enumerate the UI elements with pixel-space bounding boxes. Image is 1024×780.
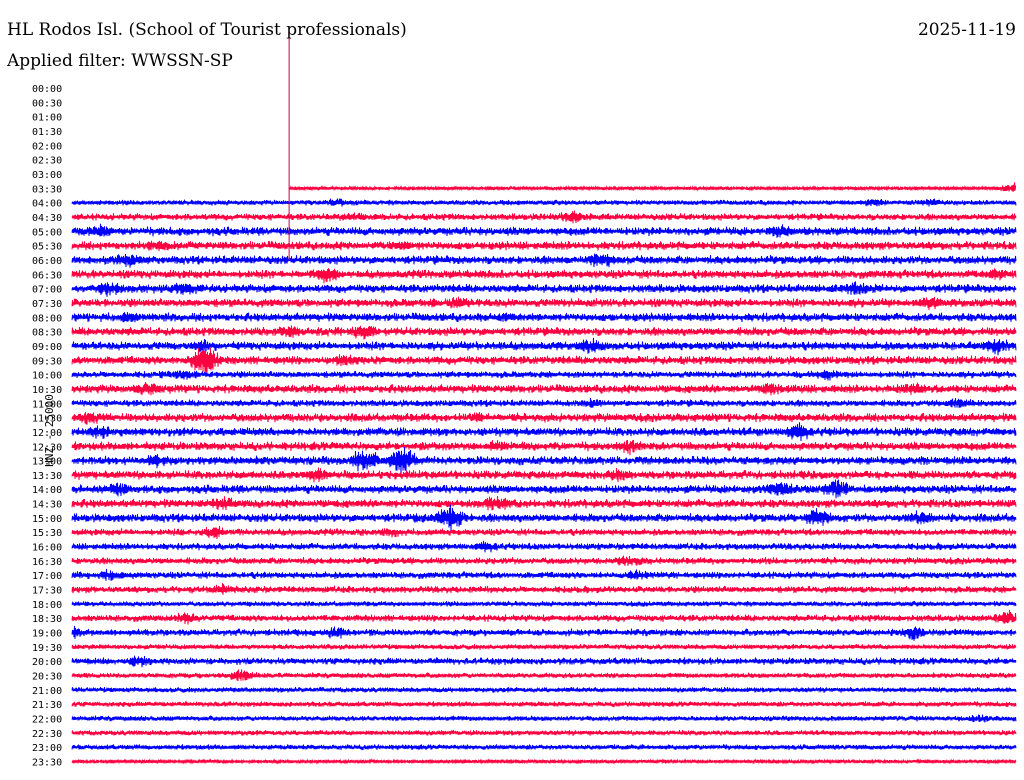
date-label: 2025-11-19 — [917, 20, 1016, 40]
trace-row — [71, 700, 1017, 708]
trace-row — [71, 568, 1017, 581]
time-label: 16:30 — [32, 557, 62, 568]
time-label: 07:30 — [32, 299, 62, 310]
time-labels: 00:00 00:30 01:00 01:30 02:00 02:30 03:00 03:30… — [32, 84, 62, 769]
trace-row — [71, 397, 1017, 408]
time-label: 19:00 — [32, 629, 62, 640]
time-label: 08:30 — [32, 328, 62, 339]
trace-row — [71, 714, 1017, 723]
time-label: 19:30 — [32, 643, 62, 654]
time-label: 16:00 — [32, 543, 62, 554]
trace-row — [71, 600, 1017, 608]
time-label: 05:00 — [32, 227, 62, 238]
trace-row — [71, 240, 1017, 252]
trace-row — [71, 525, 1017, 540]
trace-row — [71, 325, 1017, 340]
time-label: 20:00 — [32, 657, 62, 668]
trace-row — [71, 198, 1017, 207]
trace-row — [71, 555, 1017, 567]
trace-row — [71, 540, 1017, 553]
trace-row — [71, 729, 1017, 737]
trace-row — [71, 643, 1017, 651]
time-label: 00:00 — [32, 84, 62, 95]
time-label: 08:00 — [32, 313, 62, 324]
trace-row — [71, 381, 1017, 396]
time-label: 09:00 — [32, 342, 62, 353]
time-label: 23:00 — [32, 743, 62, 754]
time-label: 03:00 — [32, 170, 62, 181]
trace-row — [71, 655, 1017, 668]
trace-row — [71, 479, 1017, 499]
traces — [71, 38, 1017, 765]
time-label: 09:30 — [32, 356, 62, 367]
filter-label: Applied filter: WWSSN-SP — [7, 51, 233, 71]
trace-row — [71, 369, 1017, 381]
trace-row — [71, 669, 1017, 682]
time-label: 17:30 — [32, 586, 62, 597]
time-label: 18:00 — [32, 600, 62, 611]
time-label: 02:30 — [32, 156, 62, 167]
time-label: 05:30 — [32, 242, 62, 253]
time-label: 04:00 — [32, 199, 62, 210]
time-label: 12:30 — [32, 442, 62, 453]
time-label: 13:30 — [32, 471, 62, 482]
trace-row — [71, 467, 1017, 483]
trace-row — [71, 504, 1017, 531]
time-label: 14:00 — [32, 485, 62, 496]
time-label: 02:00 — [32, 141, 62, 152]
time-label: 03:30 — [32, 184, 62, 195]
time-label: 11:30 — [32, 414, 62, 425]
trace-row — [71, 583, 1017, 595]
time-label: 14:30 — [32, 500, 62, 511]
time-label: 06:30 — [32, 270, 62, 281]
trace-row — [71, 412, 1017, 425]
time-label: 23:30 — [32, 758, 62, 769]
trace-row — [288, 182, 1017, 192]
trace-row — [71, 625, 1017, 641]
time-label: 22:30 — [32, 729, 62, 740]
time-label: 21:30 — [32, 700, 62, 711]
trace-row — [71, 296, 1017, 311]
time-label: 22:00 — [32, 715, 62, 726]
trace-row — [71, 253, 1017, 268]
trace-row — [71, 686, 1017, 694]
trace-row — [71, 281, 1017, 297]
time-label: 18:30 — [32, 614, 62, 625]
time-label: 11:00 — [32, 399, 62, 410]
trace-row — [71, 312, 1017, 323]
time-label: 06:00 — [32, 256, 62, 267]
trace-row — [71, 743, 1017, 751]
trace-row — [71, 447, 1017, 475]
trace-row — [71, 758, 1017, 765]
trace-row — [71, 609, 1017, 625]
time-label: 15:00 — [32, 514, 62, 525]
time-label: 04:30 — [32, 213, 62, 224]
time-label: 12:00 — [32, 428, 62, 439]
trace-row — [71, 495, 1017, 511]
time-label: 10:30 — [32, 385, 62, 396]
trace-row — [71, 422, 1017, 442]
trace-row — [71, 210, 1017, 224]
time-label: 21:00 — [32, 686, 62, 697]
trace-row — [71, 347, 1017, 374]
time-label: 15:30 — [32, 528, 62, 539]
time-label: 10:00 — [32, 371, 62, 382]
time-label: 17:00 — [32, 571, 62, 582]
time-label: 13:00 — [32, 457, 62, 468]
time-label: 00:30 — [32, 98, 62, 109]
time-label: 07:00 — [32, 285, 62, 296]
trace-row — [71, 337, 1017, 356]
time-label: 01:00 — [32, 113, 62, 124]
trace-row — [71, 268, 1017, 284]
station-title: HL Rodos Isl. (School of Tourist profess… — [7, 20, 407, 40]
time-label: 20:30 — [32, 672, 62, 683]
time-label: 01:30 — [32, 127, 62, 138]
trace-row — [71, 439, 1017, 456]
trace-row — [71, 223, 1017, 238]
